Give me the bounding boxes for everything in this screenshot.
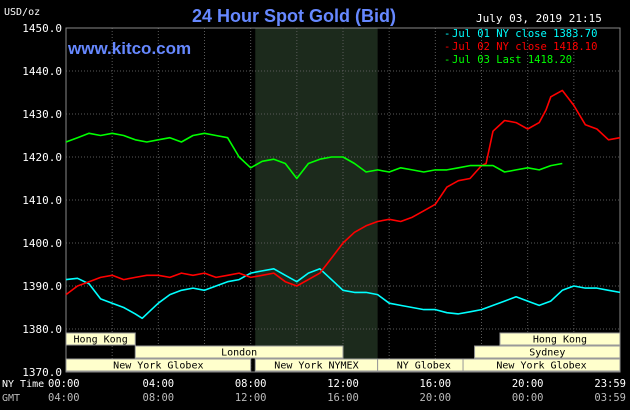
timestamp: July 03, 2019 21:15	[476, 12, 602, 25]
series-line	[65, 268, 621, 320]
legend-marker: -	[444, 41, 450, 53]
x-tick-label: 08:00	[143, 392, 175, 404]
x-tick-label: 04:00	[143, 378, 175, 390]
y-tick-label: 1380.0	[22, 323, 62, 336]
x-tick-label: 16:00	[327, 392, 359, 404]
grid-lines	[65, 27, 621, 373]
session-bar	[499, 332, 621, 346]
y-tick-label: 1420.0	[22, 151, 62, 164]
x-tick-label: 20:00	[420, 392, 452, 404]
session-bar	[474, 345, 621, 359]
series-line	[65, 89, 621, 296]
y-axis-label: USD/oz	[4, 7, 40, 18]
legend-entry: Jul 01 NY close 1383.70	[452, 28, 597, 40]
y-tick-label: 1450.0	[22, 22, 62, 35]
plot-border	[65, 27, 621, 373]
y-tick-label: 1440.0	[22, 65, 62, 78]
x-row-label: GMT	[2, 393, 20, 404]
brand-watermark: www.kitco.com	[67, 39, 191, 58]
y-tick-label: 1400.0	[22, 237, 62, 250]
legend-entry: Jul 03 Last 1418.20	[452, 54, 572, 66]
series-line	[65, 132, 563, 180]
session-label: Sydney	[529, 348, 565, 359]
session-label: Hong Kong	[533, 335, 587, 346]
session-bar	[65, 332, 136, 346]
session-bar	[462, 358, 621, 372]
session-label: London	[221, 348, 257, 359]
x-tick-label: 20:00	[512, 378, 544, 390]
session-bar	[65, 358, 252, 372]
x-tick-label: 16:00	[420, 378, 452, 390]
y-axis-tick-labels: 1450.0 1440.0 1430.0 1420.0 1410.0 1400.0 1390…	[22, 22, 62, 379]
x-axis: NY Time 00:00 04:00 08:00 12:00 16:00 20:00 23:…	[2, 378, 626, 404]
session-label: Hong Kong	[74, 335, 128, 346]
y-tick-label: 1430.0	[22, 108, 62, 121]
trading-sessions: Hong Kong Hong Kong London Sydney New York G…	[65, 332, 621, 372]
session-label: New York Globex	[496, 361, 586, 372]
x-tick-label: 00:00	[512, 392, 544, 404]
legend-entry: Jul 02 NY close 1418.10	[452, 41, 597, 53]
price-series	[65, 89, 621, 320]
x-tick-label: 03:59	[594, 392, 626, 404]
legend: - Jul 01 NY close 1383.70- Jul 02 NY close…	[444, 28, 597, 66]
chart-title: 24 Hour Spot Gold (Bid)	[192, 6, 396, 26]
session-label: NY Globex	[397, 361, 451, 372]
legend-marker: -	[444, 54, 450, 66]
session-label: New York NYMEX	[274, 361, 358, 372]
y-tick-label: 1390.0	[22, 280, 62, 293]
session-label: New York Globex	[113, 361, 203, 372]
y-tick-label: 1410.0	[22, 194, 62, 207]
x-tick-label: 00:00	[48, 378, 80, 390]
x-tick-label: 12:00	[327, 378, 359, 390]
x-tick-label: 08:00	[235, 378, 267, 390]
legend-marker: -	[444, 28, 450, 40]
x-tick-label: 12:00	[235, 392, 267, 404]
x-tick-label: 04:00	[48, 392, 80, 404]
x-tick-label: 23:59	[594, 378, 626, 390]
y-tick-label: 1370.0	[22, 366, 62, 379]
session-bar	[134, 345, 344, 359]
x-row-label: NY Time	[2, 379, 44, 390]
